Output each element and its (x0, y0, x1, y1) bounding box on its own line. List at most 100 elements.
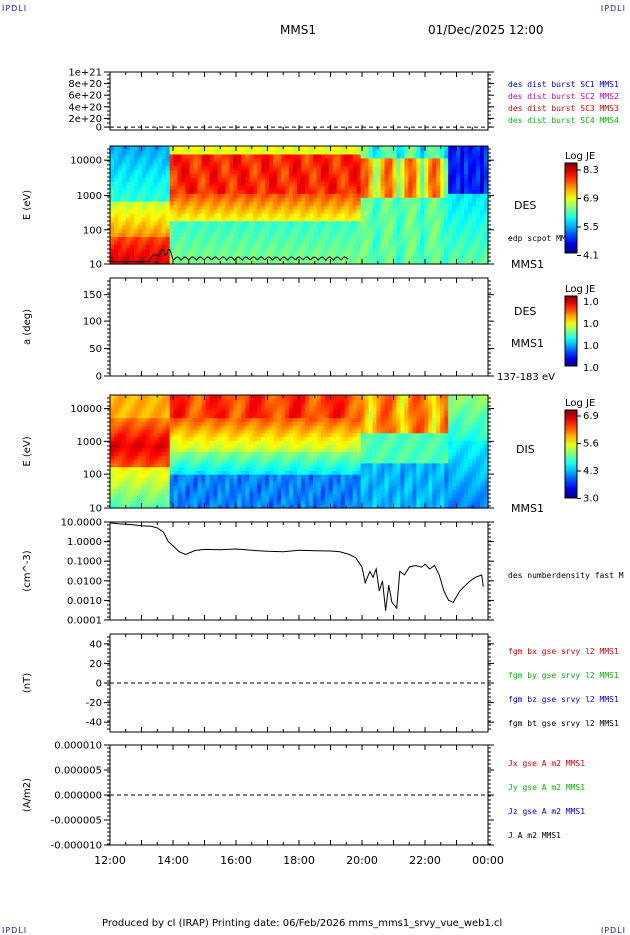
spectrogram-cell (273, 177, 278, 182)
spectrogram-cell (241, 399, 246, 403)
spectrogram-cell (281, 158, 286, 163)
spectrogram-cell (241, 418, 246, 422)
spectrogram-cell (373, 205, 378, 210)
spectrogram-cell (329, 146, 334, 151)
spectrogram-cell (170, 233, 175, 238)
spectrogram-cell (333, 444, 338, 448)
spectrogram-cell (321, 185, 326, 190)
spectrogram-cell (277, 146, 282, 151)
spectrogram-cell (281, 229, 286, 234)
spectrogram-cell (237, 205, 242, 210)
spectrogram-cell (142, 448, 147, 452)
spectrogram-cell (150, 236, 155, 241)
spectrogram-cell (170, 205, 175, 210)
spectrogram-cell (150, 485, 155, 489)
spectrogram-cell (158, 497, 163, 501)
spectrogram-cell (281, 448, 286, 452)
spectrogram-cell (202, 489, 207, 493)
spectrogram-cell (440, 248, 445, 253)
spectrogram-cell (114, 433, 119, 437)
spectrogram-cell (170, 433, 175, 437)
spectrogram-cell (198, 154, 203, 159)
spectrogram-cell (114, 410, 119, 414)
spectrogram-cell (257, 403, 262, 407)
spectrogram-cell (373, 221, 378, 226)
spectrogram-cell (118, 478, 123, 482)
spectrogram-cell (162, 256, 167, 261)
spectrogram-cell (118, 248, 123, 253)
spectrogram-cell (337, 444, 342, 448)
spectrogram-cell (213, 403, 218, 407)
spectrogram-cell (249, 189, 254, 194)
spectrogram-cell (134, 248, 139, 253)
spectrogram-cell (353, 217, 358, 222)
spectrogram-cell (277, 489, 282, 493)
spectrogram-cell (205, 485, 210, 489)
spectrogram-cell (464, 189, 469, 194)
spectrogram-cell (190, 205, 195, 210)
spectrogram-cell (118, 440, 123, 444)
spectrogram-cell (245, 252, 250, 257)
spectrogram-cell (265, 229, 270, 234)
spectrogram-cell (166, 474, 171, 478)
spectrogram-cell (202, 470, 207, 474)
spectrogram-cell (202, 421, 207, 425)
spectrogram-cell (460, 189, 465, 194)
spectrogram-cell (357, 252, 362, 257)
spectrogram-cell (333, 440, 338, 444)
spectrogram-cell (369, 240, 374, 245)
spectrogram-cell (277, 500, 282, 504)
spectrogram-cell (353, 209, 358, 214)
spectrogram-cell (373, 170, 378, 175)
spectrogram-cell (273, 429, 278, 433)
spectrogram-cell (281, 248, 286, 253)
spectrogram-cell (345, 146, 350, 151)
spectrogram-cell (285, 158, 290, 163)
spectrogram-cell (233, 209, 238, 214)
spectrogram-cell (393, 174, 398, 179)
spectrogram-cell (317, 181, 322, 186)
spectrogram-cell (309, 440, 314, 444)
spectrogram-cell (182, 418, 187, 422)
spectrogram-cell (138, 470, 143, 474)
spectrogram-cell (229, 252, 234, 257)
spectrogram-cell (321, 205, 326, 210)
spectrogram-cell (305, 201, 310, 206)
spectrogram-cell (194, 414, 199, 418)
spectrogram-cell (229, 414, 234, 418)
spectrogram-cell (317, 205, 322, 210)
spectrogram-cell (253, 185, 258, 190)
spectrogram-cell (353, 150, 358, 155)
spectrogram-cell (221, 410, 226, 414)
spectrogram-cell (333, 166, 338, 171)
spectrogram-cell (194, 201, 199, 206)
spectrogram-cell (170, 470, 175, 474)
spectrogram-cell (432, 229, 437, 234)
y-tick-label: 8e+20 (68, 79, 102, 90)
spectrogram-cell (202, 225, 207, 230)
spectrogram-cell (154, 478, 159, 482)
spectrogram-cell (261, 500, 266, 504)
spectrogram-cell (209, 463, 214, 467)
spectrogram-cell (313, 425, 318, 429)
spectrogram-cell (126, 185, 131, 190)
spectrogram-cell (158, 463, 163, 467)
spectrogram-cell (389, 154, 394, 159)
spectrogram-cell (198, 197, 203, 202)
spectrogram-cell (217, 236, 222, 241)
spectrogram-cell (237, 403, 242, 407)
spectrogram-cell (154, 229, 159, 234)
spectrogram-cell (221, 229, 226, 234)
spectrogram-cell (393, 166, 398, 171)
spectrogram-cell (273, 217, 278, 222)
spectrogram-cell (341, 421, 346, 425)
spectrogram-cell (444, 170, 449, 175)
spectrogram-cell (194, 146, 199, 151)
spectrogram-cell (333, 414, 338, 418)
spectrogram-cell (221, 414, 226, 418)
spectrogram-cell (317, 240, 322, 245)
spectrogram-cell (396, 166, 401, 171)
spectrogram-cell (293, 170, 298, 175)
spectrogram-cell (142, 395, 147, 399)
spectrogram-cell (134, 233, 139, 238)
